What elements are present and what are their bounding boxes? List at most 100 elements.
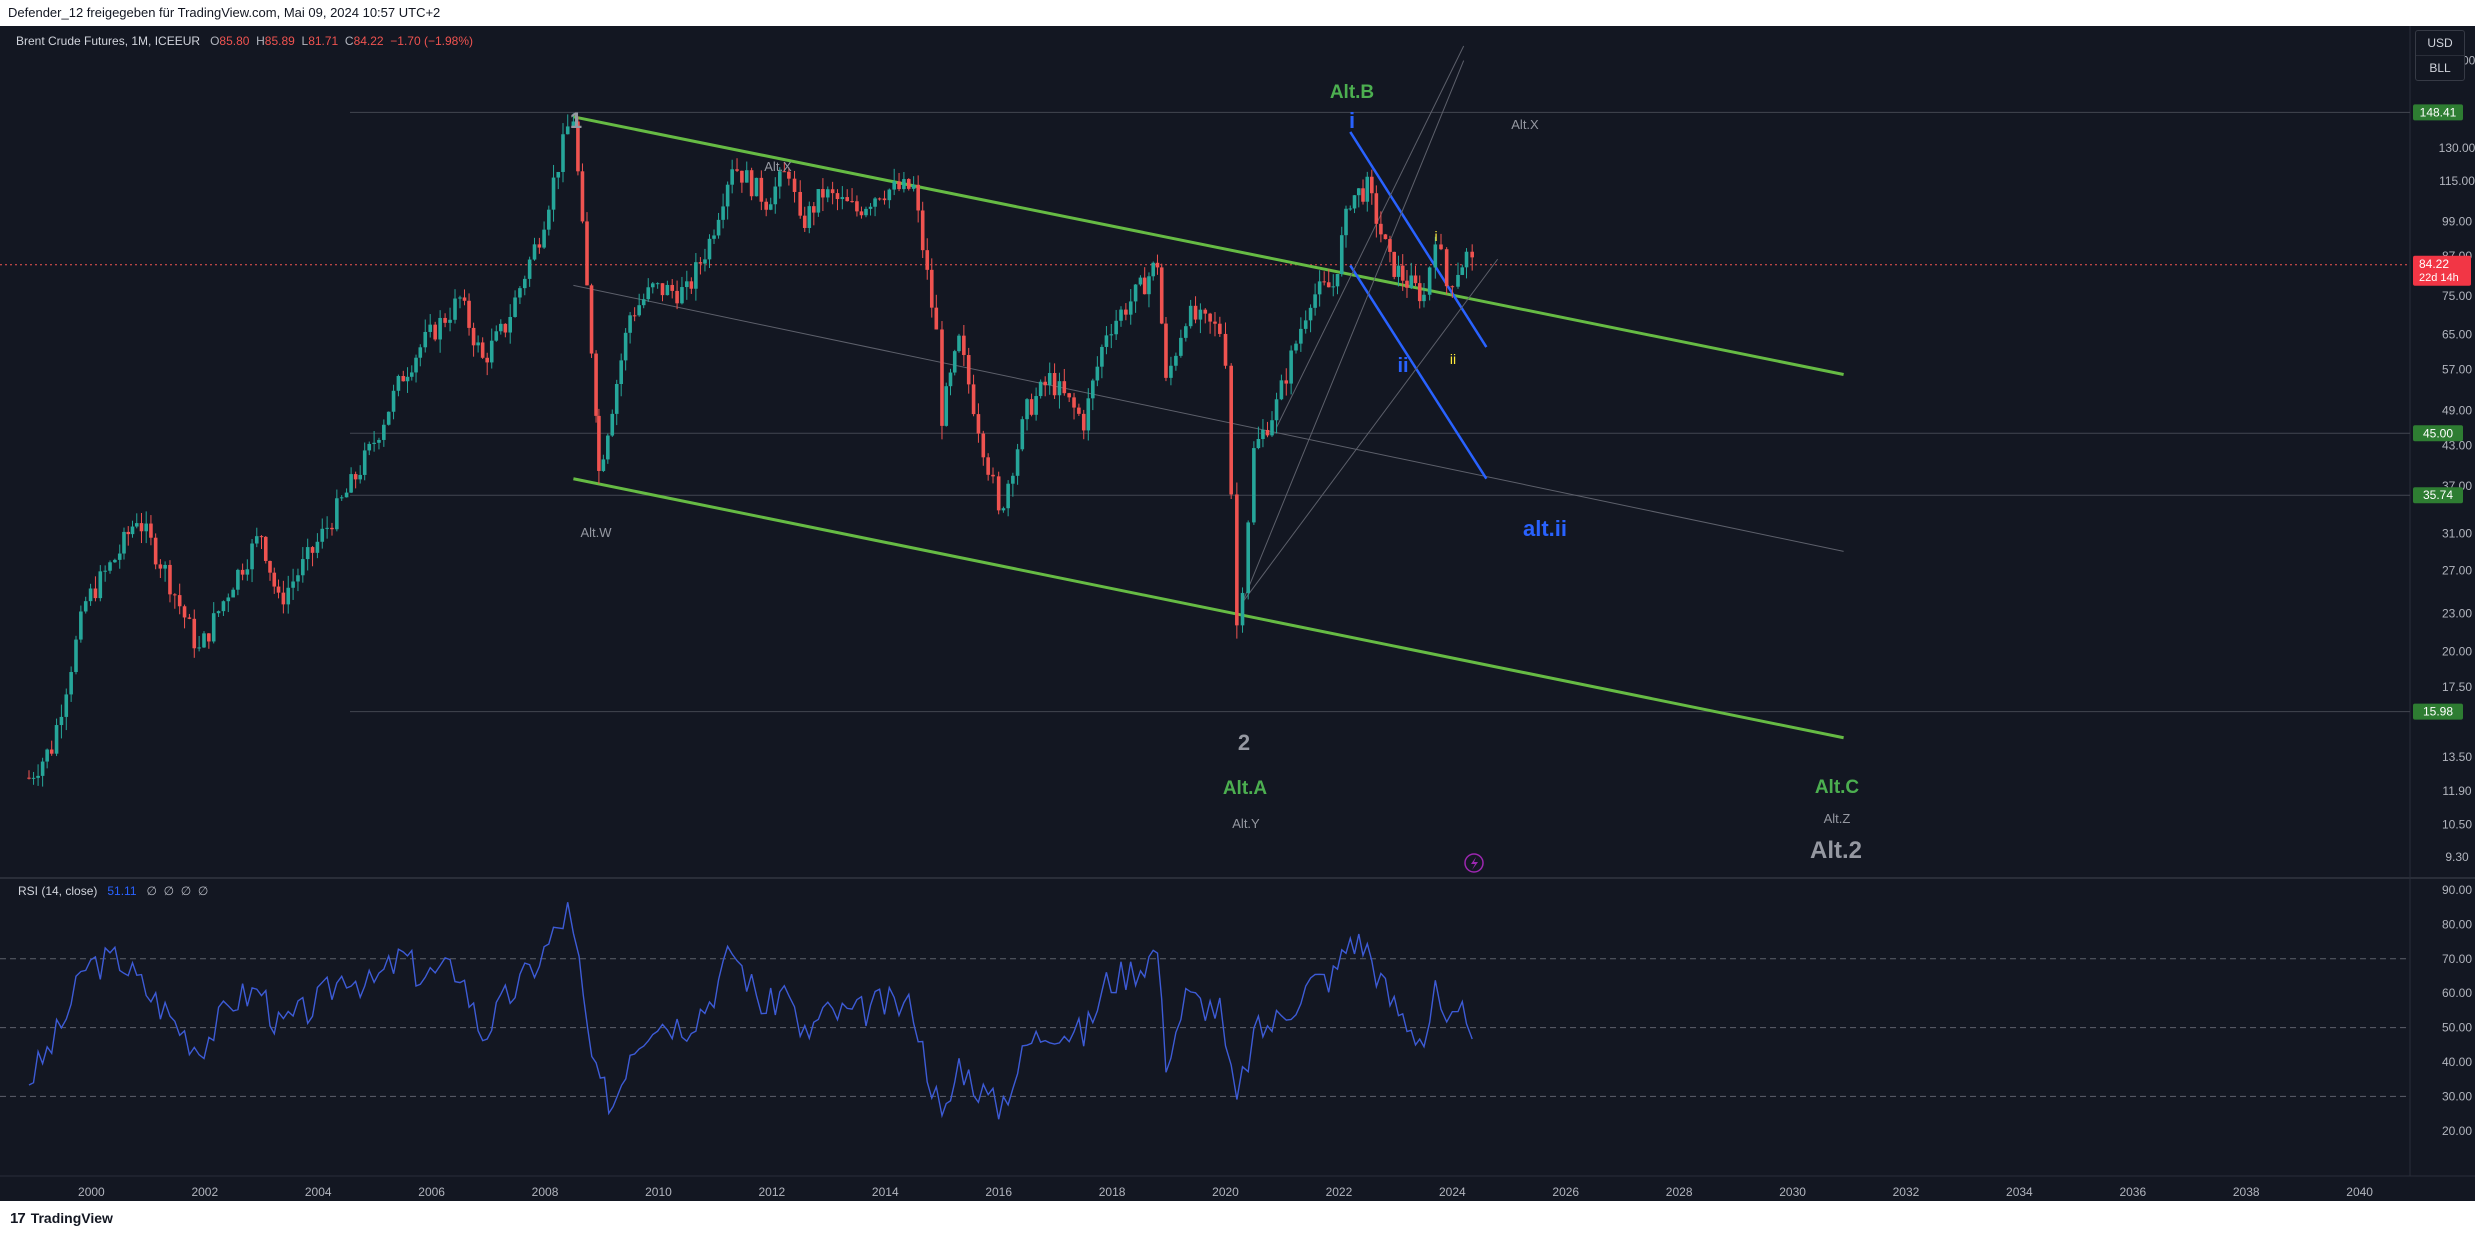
candle-body[interactable] [221,601,226,612]
time-tick-label[interactable]: 2022 [1326,1185,1353,1199]
wave-label[interactable]: Alt.B [1330,82,1374,103]
candle-body[interactable] [1344,208,1348,236]
wave-label[interactable]: 1 [570,108,582,133]
price-tick-label[interactable]: 115.00 [2439,174,2475,188]
candle-body[interactable] [1417,283,1422,302]
candle-body[interactable] [1326,282,1331,288]
time-axis[interactable]: 2000 2002 2004 2006 2008 2010 2012 2014 2016 2018… [78,1185,2373,1199]
candle-body[interactable] [494,331,499,341]
candle-body[interactable] [976,414,981,434]
candle-body[interactable] [485,357,489,363]
candle-body[interactable] [27,777,31,779]
candle-body[interactable] [689,281,694,289]
candle-body[interactable] [655,283,660,285]
candle-body[interactable] [1095,366,1100,381]
candle-body[interactable] [759,177,764,202]
candle-body[interactable] [1203,309,1208,314]
candle-body[interactable] [929,269,934,308]
candle-body[interactable] [144,523,149,532]
candle-body[interactable] [301,559,305,576]
time-tick-label[interactable]: 2000 [78,1185,105,1199]
candle-body[interactable] [113,559,117,563]
price-tick-label[interactable]: 27.00 [2442,564,2472,578]
candle-body[interactable] [453,298,457,320]
trendline-mid-channel[interactable] [573,284,1844,552]
candle-body[interactable] [916,184,920,211]
wave-label[interactable]: Alt.A [1223,778,1268,799]
candle-body[interactable] [925,250,930,270]
candle-body[interactable] [551,177,556,210]
candle-body[interactable] [825,189,830,198]
time-tick-label[interactable]: 2020 [1212,1185,1239,1199]
candle-body[interactable] [1155,262,1160,268]
candle-body[interactable] [632,315,637,317]
price-axis[interactable]: 180.00130.00115.0099.0087.0075.0065.0057… [2413,54,2475,865]
candle-body[interactable] [650,283,655,288]
candle-body[interactable] [1413,275,1418,284]
symbol-legend[interactable]: Brent Crude Futures, 1M, ICEEUR O85.80 H… [16,34,473,48]
candle-body[interactable] [192,618,197,649]
candle-body[interactable] [1229,365,1233,495]
candle-body[interactable] [1361,188,1365,202]
candle-body[interactable] [276,586,281,593]
trendline-fib-fan-3[interactable] [1276,45,1465,428]
candle-body[interactable] [1409,275,1414,288]
candle-body[interactable] [362,450,367,475]
candle-body[interactable] [49,749,54,754]
candle-body[interactable] [580,171,585,222]
time-tick-label[interactable]: 2012 [759,1185,786,1199]
candle-body[interactable] [802,215,807,228]
candle-body[interactable] [59,716,64,726]
candle-body[interactable] [527,259,532,279]
time-tick-label[interactable]: 2014 [872,1185,899,1199]
candle-body[interactable] [1128,301,1133,315]
candle-body[interactable] [597,415,601,471]
candle-body[interactable] [778,171,782,187]
candle-body[interactable] [139,523,144,532]
trendlines[interactable] [573,45,1844,740]
candle-body[interactable] [1279,380,1284,400]
candle-body[interactable] [207,633,211,642]
wave-label[interactable]: Alt.X [1511,117,1539,132]
candle-body[interactable] [93,588,98,599]
candle-body[interactable] [40,761,45,776]
candle-body[interactable] [1081,413,1086,431]
price-tick-label[interactable]: 9.30 [2445,850,2469,864]
candle-body[interactable] [532,244,537,260]
price-tick-label[interactable]: 49.00 [2442,403,2472,417]
rsi-tick-label[interactable]: 40.00 [2442,1055,2472,1069]
candle-body[interactable] [401,376,406,382]
candle-body[interactable] [126,531,131,535]
candle-body[interactable] [619,360,623,385]
candle-body[interactable] [325,527,329,529]
rsi-pane[interactable]: 90.00 80.00 70.00 60.00 50.00 40.00 30.00 20.00 [0,883,2472,1138]
candle-body[interactable] [991,474,995,477]
candle-body[interactable] [749,170,754,197]
candle-body[interactable] [98,571,103,599]
candle-body[interactable] [471,327,476,346]
candle-body[interactable] [1133,284,1138,302]
candle-body[interactable] [685,281,689,288]
candle-body[interactable] [122,531,126,554]
candle-body[interactable] [971,384,976,415]
price-badge[interactable] [2413,487,2463,504]
wave-label[interactable]: 2 [1238,730,1250,755]
trendline-upper-channel[interactable] [573,115,1844,376]
candle-body[interactable] [31,777,36,779]
price-tick-label[interactable]: 57.00 [2442,363,2472,377]
candle-body[interactable] [1104,335,1109,347]
candle-body[interactable] [934,307,939,330]
candle-body[interactable] [177,595,182,607]
candle-body[interactable] [1235,494,1239,626]
candle-body[interactable] [859,211,864,216]
time-tick-label[interactable]: 2030 [1779,1185,1806,1199]
candle-body[interactable] [153,537,158,565]
candle-body[interactable] [660,283,665,296]
candle-body[interactable] [1198,309,1203,320]
candle-body[interactable] [864,208,868,216]
candle-body[interactable] [448,319,452,323]
candle-body[interactable] [787,171,791,179]
candle-body[interactable] [1100,346,1104,367]
rsi-tick-label[interactable]: 30.00 [2442,1089,2472,1103]
candle-body[interactable] [1422,294,1426,302]
